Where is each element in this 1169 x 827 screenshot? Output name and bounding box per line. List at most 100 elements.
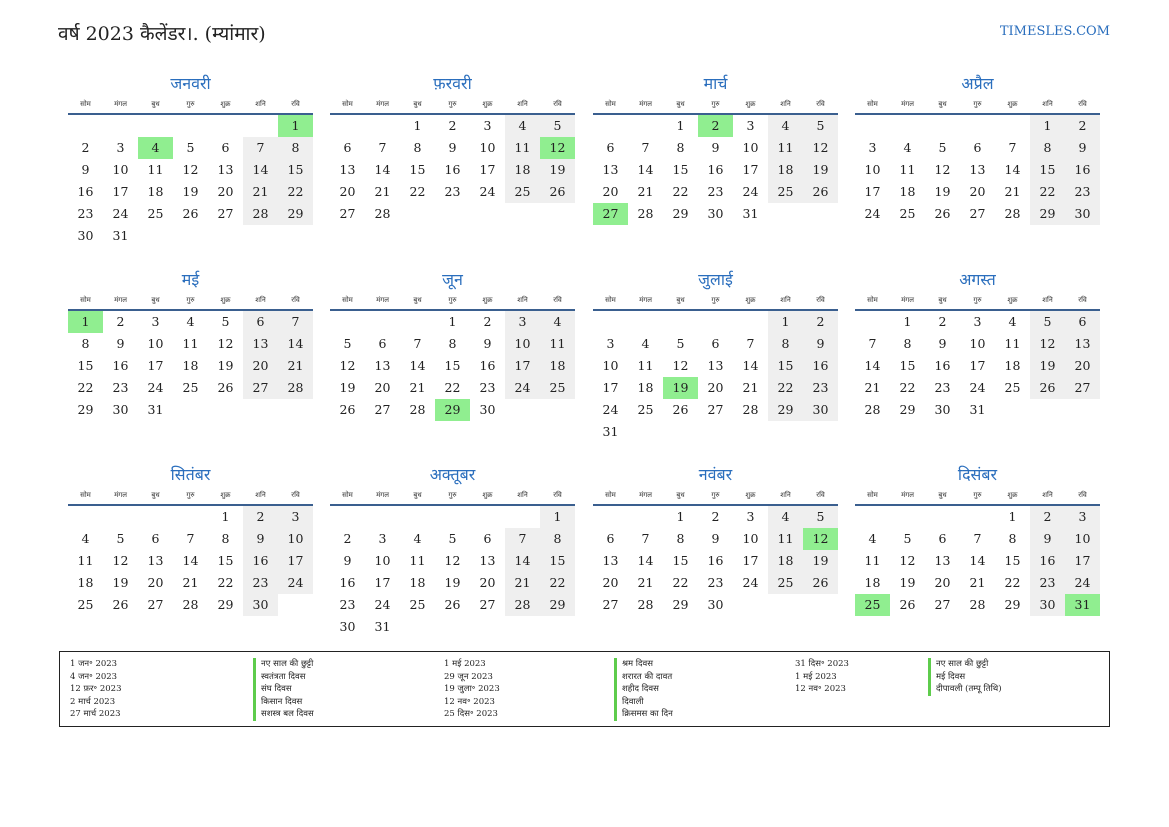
day-cell: 27 [147,597,164,612]
empty-cell [103,115,138,137]
weekday-label: बुध [413,491,422,499]
weekday-label: सोम [867,491,878,499]
day-cell: 15 [540,550,575,572]
day-cell: 7 [641,531,650,546]
day-cell: 10 [112,162,129,177]
day-cell: 29 [1004,597,1021,612]
day-cell: 24 [742,575,759,590]
weekday-label: शुक्र [1007,100,1018,108]
holiday-day-cell: 12 [803,528,838,550]
day-cell: 28 [374,206,391,221]
weekday-label: रवि [1078,491,1087,499]
empty-cell [470,506,505,528]
day-cell: 3 [746,509,755,524]
day-cell: 3 [1065,506,1100,528]
day-cell: 1 [540,506,575,528]
day-cell: 13 [602,553,619,568]
day-cell: 20 [374,380,391,395]
weekday-label: रवि [291,100,300,108]
day-cell: 31 [147,402,164,417]
holiday-date: 1 मई 2023 [795,671,837,682]
day-cell: 11 [182,336,199,351]
day-cell: 3 [606,336,615,351]
holiday-name: नए साल की छुट्टी [928,658,1002,671]
empty-cell [173,506,208,528]
day-cell: 6 [221,140,230,155]
holiday-day-cell: 4 [138,137,173,159]
day-cell: 6 [606,140,615,155]
weekday-label: सोम [605,491,616,499]
weekday-label: रवि [553,491,562,499]
day-cell: 6 [343,140,352,155]
empty-cell [628,311,663,333]
holiday-date: 25 दिस॰ 2023 [444,709,498,719]
holiday-name: श्रम दिवस [614,658,673,671]
weekday-header: सोम मंगल बुध गुरु शुक्र शनि रवि [68,95,313,115]
day-cell: 15 [899,358,916,373]
empty-cell [593,506,628,528]
day-cell: 8 [1008,531,1017,546]
day-cell: 6 [938,531,947,546]
empty-cell [68,506,103,528]
day-cell: 31 [969,402,986,417]
day-cell: 21 [864,380,881,395]
weekday-label: शनि [780,491,791,499]
weekday-label: शनि [517,491,528,499]
day-cell: 13 [969,162,986,177]
day-cell: 27 [374,402,391,417]
legend-dates: 1 जन॰ 2023 4 जन॰ 2023 12 फ़र॰ 2023 2 मार्च … [70,658,122,721]
weekday-label: रवि [816,100,825,108]
day-cell: 12 [217,336,234,351]
day-cell: 8 [768,333,803,355]
day-cell: 13 [217,162,234,177]
day-cell: 10 [479,140,496,155]
day-cell: 12 [672,358,689,373]
day-grid: 1 2 3 4 5 6 7 8 9 10 11 12 13 14 15 16 17 18 19 20 21 22 23 24 2… [68,311,313,421]
weekday-label: मंगल [376,491,389,499]
day-cell: 3 [151,314,160,329]
weekday-label: शुक्र [745,296,756,304]
day-cell: 7 [1008,140,1017,155]
empty-cell [733,311,768,333]
day-cell: 2 [343,531,352,546]
holiday-day-cell: 1 [278,115,313,137]
weekday-label: रवि [291,296,300,304]
day-cell: 7 [746,336,755,351]
day-cell: 27 [707,402,724,417]
day-cell: 9 [938,336,947,351]
day-cell: 25 [768,181,803,203]
day-cell: 17 [742,553,759,568]
day-cell: 30 [112,402,129,417]
weekday-label: शुक्र [220,491,231,499]
day-cell: 25 [899,206,916,221]
day-cell: 24 [969,380,986,395]
weekday-label: गुरु [973,296,982,304]
day-cell: 25 [637,402,654,417]
day-cell: 5 [676,336,685,351]
day-cell: 14 [969,553,986,568]
empty-cell [698,311,733,333]
holiday-legend: 1 जन॰ 2023 4 जन॰ 2023 12 फ़र॰ 2023 2 मार्च … [59,651,1110,727]
day-cell: 15 [278,159,313,181]
day-cell: 13 [1065,333,1100,355]
day-cell: 26 [672,402,689,417]
weekday-label: रवि [816,296,825,304]
holiday-date: 19 जुला॰ 2023 [444,684,500,694]
day-cell: 18 [409,575,426,590]
day-cell: 1 [448,314,457,329]
day-cell: 22 [672,184,689,199]
day-cell: 23 [479,380,496,395]
day-cell: 2 [1065,115,1100,137]
month-calendar: जुलाई सोम मंगल बुध गुरु शुक्र शनि रवि 1 2 3 4 5 6 7 8 9 1… [593,269,838,443]
weekday-label: सोम [80,296,91,304]
empty-cell [960,506,995,528]
day-cell: 9 [711,531,720,546]
weekday-label: गुरु [186,296,195,304]
day-cell: 25 [505,181,540,203]
weekday-label: शुक्र [1007,296,1018,304]
day-cell: 20 [602,184,619,199]
site-link[interactable]: TIMESLES.COM [999,24,1110,39]
day-cell: 8 [903,336,912,351]
day-cell: 24 [147,380,164,395]
day-cell: 4 [540,311,575,333]
